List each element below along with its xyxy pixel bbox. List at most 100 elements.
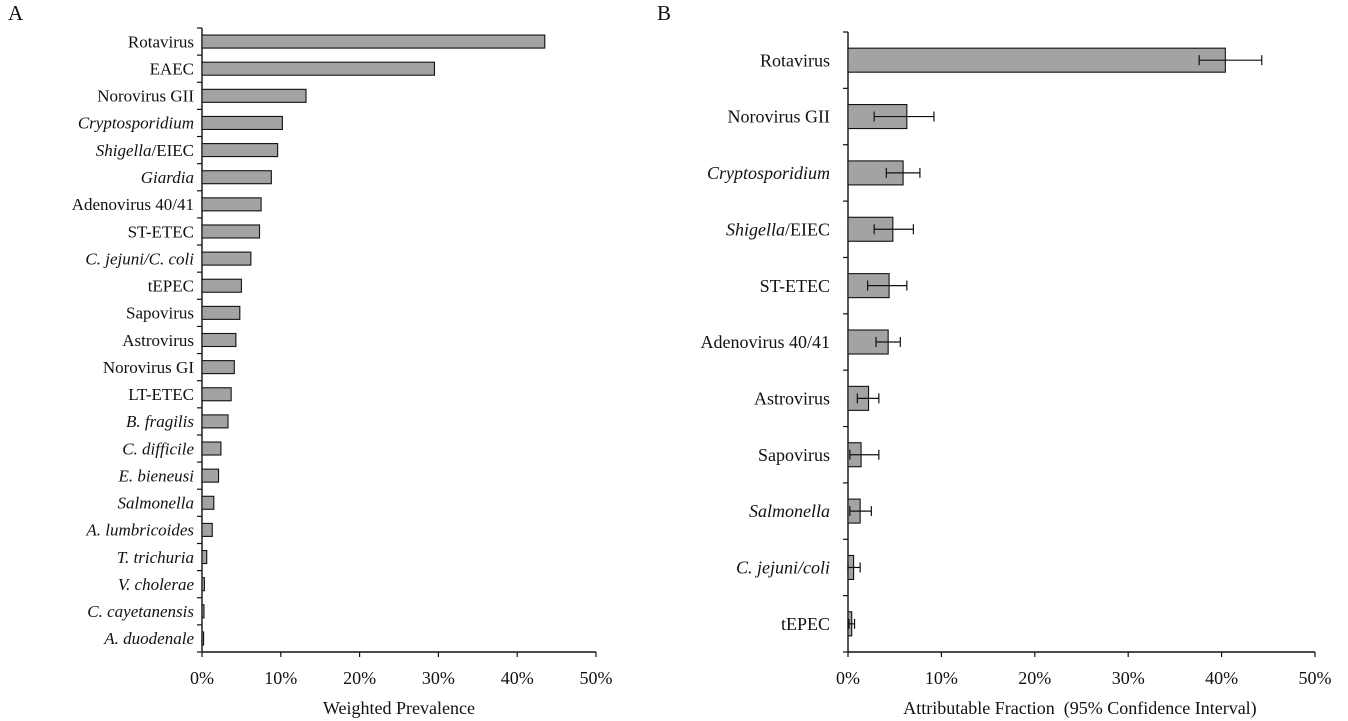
- category-label-salmonella: Salmonella: [118, 494, 195, 513]
- panel-b-y-ticks: [843, 31, 848, 653]
- x-tick-label-30: 30%: [422, 668, 455, 688]
- x-tick-label-40: 40%: [501, 668, 534, 688]
- panel-b-category-labels: Rotavirus Norovirus GII Cryptosporidium Shi…: [701, 50, 831, 634]
- category-label-st-etec: ST-ETEC: [760, 276, 830, 296]
- category-label-text: Norovirus GI: [103, 358, 194, 377]
- category-label-tepec: tEPEC: [148, 277, 194, 296]
- bar-rotavirus: [847, 47, 1226, 73]
- category-label-adenovirus-40-41: Adenovirus 40/41: [701, 332, 831, 352]
- bar-norovirus-gii: [201, 88, 307, 103]
- bar-v-cholerae: [201, 577, 205, 592]
- category-label-rotavirus: Rotavirus: [128, 32, 194, 51]
- category-label-text: ST-ETEC: [760, 276, 830, 296]
- bar-c-jejuni-c-coli: [201, 251, 252, 266]
- error-bar-cryptosporidium: [885, 167, 921, 178]
- category-label-rotavirus: Rotavirus: [760, 50, 830, 70]
- x-tick-label-20: 20%: [1018, 668, 1051, 688]
- error-bar-c-jejuni-coli: [847, 562, 861, 573]
- bar-sapovirus: [201, 305, 241, 320]
- panel-b-x-axis-title: Attributable Fraction (95% Confidence In…: [903, 698, 1256, 719]
- category-label-italic: C. jejuni/C. coli: [85, 249, 194, 268]
- category-label-norovirus-gii: Norovirus GII: [728, 107, 830, 127]
- bar-shigella-eiec: [201, 143, 279, 158]
- bar-salmonella: [201, 495, 215, 510]
- bar-e-bieneusi: [201, 468, 220, 483]
- category-label-a-lumbricoides: A. lumbricoides: [85, 521, 194, 540]
- panel-a-x-axis-title: Weighted Prevalence: [323, 698, 475, 718]
- category-label-text: Sapovirus: [758, 445, 830, 465]
- category-label-cryptosporidium: Cryptosporidium: [78, 114, 194, 133]
- panel-a-bars: [201, 34, 546, 646]
- category-label-astrovirus: Astrovirus: [122, 331, 194, 350]
- panel-b-error-bars: [847, 55, 1263, 629]
- category-label-giardia: Giardia: [141, 168, 194, 187]
- panel-b-bars: [847, 47, 1226, 637]
- bar-c-cayetanensis: [201, 604, 205, 619]
- bar-t-trichuria: [201, 549, 208, 565]
- bar-norovirus-gi: [201, 360, 235, 375]
- panel-b-x-ticks: 0% 10% 20% 30% 40% 50%: [836, 652, 1332, 688]
- category-label-italic: C. cayetanensis: [87, 602, 194, 621]
- bar-giardia: [201, 170, 272, 185]
- x-tick-label-10: 10%: [264, 668, 297, 688]
- x-tick-label-40: 40%: [1205, 668, 1238, 688]
- category-label-b-fragilis: B. fragilis: [126, 412, 194, 431]
- category-label-italic: Cryptosporidium: [707, 163, 830, 183]
- bar-rotavirus: [201, 34, 546, 49]
- x-tick-label-30: 30%: [1112, 668, 1145, 688]
- category-label-italic: T. trichuria: [117, 548, 194, 567]
- x-tick-label-10: 10%: [925, 668, 958, 688]
- category-label-italic: A. duodenale: [103, 629, 194, 648]
- error-bar-astrovirus: [856, 393, 880, 404]
- error-bar-sapovirus: [849, 449, 880, 460]
- category-label-italic: Cryptosporidium: [78, 114, 194, 133]
- category-label-sapovirus: Sapovirus: [758, 445, 830, 465]
- category-label-italic: Salmonella: [749, 501, 830, 521]
- category-label-italic: Shigella: [96, 141, 152, 160]
- category-label-v-cholerae: V. cholerae: [118, 575, 195, 594]
- category-label-norovirus-gi: Norovirus GI: [103, 358, 194, 377]
- category-label-c-cayetanensis: C. cayetanensis: [87, 602, 194, 621]
- category-label-text: LT-ETEC: [128, 385, 194, 404]
- bar-c-difficile: [201, 441, 222, 456]
- category-label-c-jejuni-c-coli: C. jejuni/C. coli: [85, 249, 194, 268]
- error-bar-norovirus-gii: [873, 111, 935, 122]
- category-label-text: tEPEC: [781, 614, 830, 634]
- bar-cryptosporidium: [201, 115, 283, 131]
- error-bar-adenovirus-40-41: [875, 337, 901, 347]
- category-label-shigella-eiec: Shigella/EIEC: [96, 141, 194, 160]
- category-label-text: Adenovirus 40/41: [72, 195, 194, 214]
- category-label-text: Rotavirus: [760, 50, 830, 70]
- category-label-italic: C. jejuni/coli: [736, 558, 830, 578]
- category-label-cryptosporidium: Cryptosporidium: [707, 163, 830, 183]
- category-label-astrovirus: Astrovirus: [754, 388, 830, 408]
- category-label-st-etec: ST-ETEC: [128, 222, 194, 241]
- error-bar-tepec: [848, 618, 856, 629]
- error-bar-shigella-eiec: [873, 224, 914, 235]
- category-label-italic: A. lumbricoides: [85, 521, 194, 540]
- category-label-text: Norovirus GII: [728, 107, 830, 127]
- category-label-adenovirus-40-41: Adenovirus 40/41: [72, 195, 194, 214]
- x-tick-label-50: 50%: [580, 668, 613, 688]
- category-label-text: Rotavirus: [128, 32, 194, 51]
- category-label-salmonella: Salmonella: [749, 501, 830, 521]
- panel-b-label: B: [657, 1, 671, 25]
- bar-tepec: [201, 278, 242, 293]
- category-label-text: Astrovirus: [754, 388, 830, 408]
- x-tick-label-0: 0%: [190, 668, 214, 688]
- panel-b: B Rotavirus Norovirus GII Cryptosporidium S…: [657, 1, 1332, 719]
- category-label-text: Norovirus GII: [97, 87, 194, 106]
- bar-a-duodenale: [201, 631, 205, 646]
- category-label-c-difficile: C. difficile: [122, 439, 194, 458]
- error-bar-rotavirus: [1198, 55, 1263, 66]
- category-label-text: /EIEC: [785, 219, 830, 239]
- bar-adenovirus-40-41: [201, 197, 262, 212]
- category-label-t-trichuria: T. trichuria: [117, 548, 194, 567]
- category-label-text: Sapovirus: [126, 304, 194, 323]
- category-label-italic: C. difficile: [122, 439, 194, 458]
- bar-st-etec: [201, 224, 261, 239]
- category-label-shigella-eiec: Shigella/EIEC: [726, 219, 830, 239]
- x-tick-label-20: 20%: [343, 668, 376, 688]
- bar-astrovirus: [201, 332, 237, 348]
